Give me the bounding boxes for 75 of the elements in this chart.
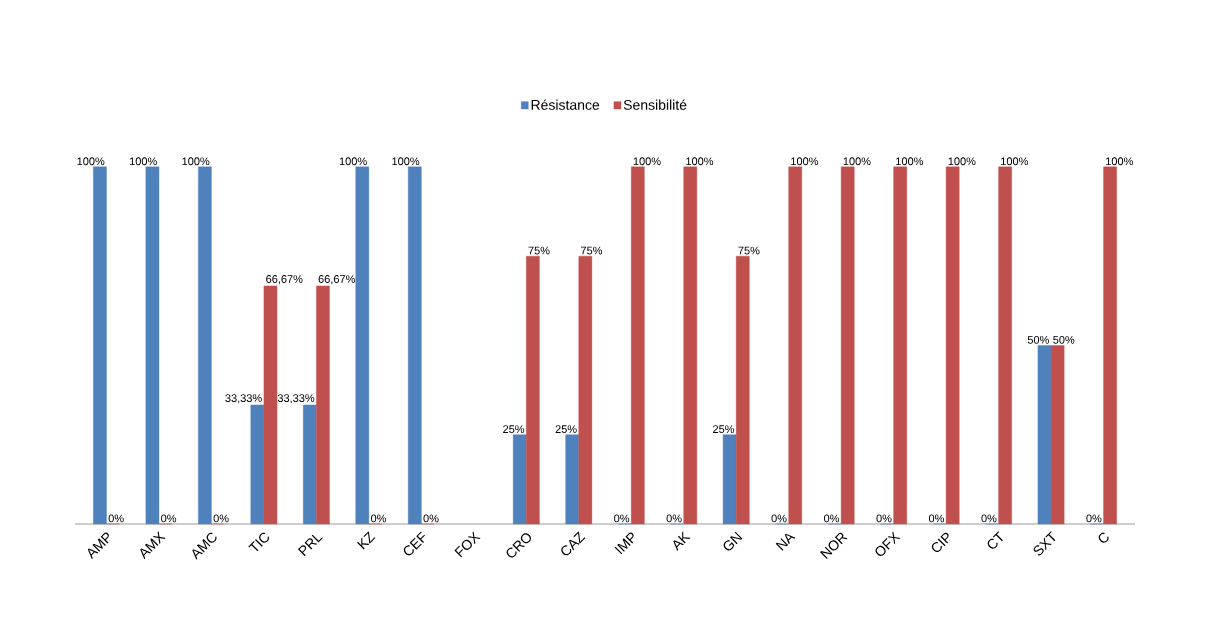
legend-label: Résistance: [531, 99, 600, 110]
data-label: 0%: [823, 514, 840, 523]
x-tick-label: NA: [775, 533, 796, 551]
x-tick-label: AK: [673, 531, 691, 551]
bar: [198, 166, 212, 525]
data-label: 0%: [108, 514, 124, 523]
data-label: 100%: [843, 157, 871, 166]
bar: [145, 166, 160, 525]
data-label: 75%: [738, 246, 760, 255]
x-tick-label: IMP: [614, 532, 634, 555]
data-label: 66,67%: [266, 275, 303, 285]
x-tick-label: KZ: [357, 531, 376, 550]
data-label: 100%: [686, 157, 714, 166]
data-label: 0%: [371, 514, 387, 523]
bar: [1103, 166, 1117, 525]
x-tick-label: CT: [987, 531, 1003, 549]
bar: [303, 404, 317, 525]
bar: [316, 285, 330, 525]
data-label: 100%: [1106, 157, 1133, 166]
data-label: 33,33%: [225, 394, 262, 404]
bar: [93, 166, 107, 525]
data-label: 75%: [581, 246, 603, 255]
data-label: 0%: [771, 514, 787, 523]
bar: [683, 166, 698, 525]
bar: [250, 404, 265, 525]
data-label: 0%: [928, 514, 945, 523]
bar: [840, 166, 855, 525]
data-label: 100%: [392, 157, 420, 166]
data-label: 25%: [713, 425, 735, 434]
x-tick-label: C: [1098, 532, 1109, 543]
x-tick-label: TIC: [248, 532, 270, 552]
data-label: 0%: [1086, 514, 1102, 523]
data-label: 0%: [161, 514, 177, 523]
data-label: 0%: [423, 514, 439, 523]
data-label: 100%: [339, 157, 367, 166]
data-label: 0%: [876, 514, 892, 523]
x-tick-label: PRL: [297, 534, 323, 557]
x-tick-label: GN: [723, 531, 743, 551]
data-label: 33,33%: [277, 394, 315, 404]
data-label: 100%: [896, 157, 924, 166]
x-tick-label: CIP: [931, 532, 949, 553]
bar: [945, 166, 960, 525]
bar: [998, 166, 1012, 525]
data-label: 25%: [555, 425, 577, 434]
data-label: 25%: [503, 425, 525, 434]
bar: [1050, 345, 1065, 525]
data-label: 50%: [1027, 335, 1049, 344]
bar: [408, 166, 422, 525]
data-label: 100%: [791, 157, 819, 166]
data-label: 100%: [182, 157, 210, 166]
data-label: 0%: [666, 514, 682, 523]
data-label: 0%: [981, 514, 997, 523]
bar: [722, 434, 737, 525]
bar: [578, 255, 593, 525]
bar: [355, 166, 370, 525]
bar: [631, 166, 645, 525]
data-label: 0%: [213, 514, 229, 523]
data-label: 0%: [614, 514, 630, 523]
data-label: 75%: [528, 246, 550, 255]
bar: [1037, 345, 1052, 525]
bar: [893, 166, 907, 525]
data-label: 66,67%: [318, 275, 355, 285]
bar: [565, 434, 579, 525]
data-label: 100%: [77, 157, 105, 166]
bar: [526, 255, 540, 525]
data-label: 100%: [1001, 157, 1029, 166]
data-label: 100%: [129, 157, 157, 166]
data-label: 100%: [948, 157, 976, 166]
bar: [736, 255, 750, 525]
data-label: 100%: [633, 157, 661, 166]
legend-label: Sensibilité: [623, 99, 687, 110]
bar: [788, 166, 802, 525]
bar: [263, 285, 278, 525]
data-label: 50%: [1053, 335, 1075, 344]
bar: [512, 434, 527, 525]
